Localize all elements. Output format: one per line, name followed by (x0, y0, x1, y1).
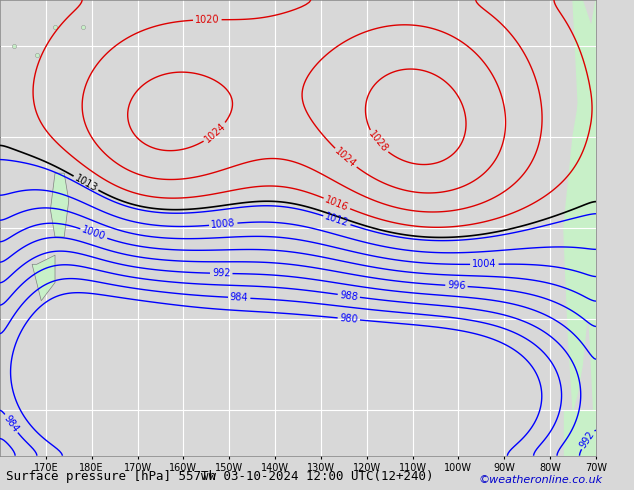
Text: 996: 996 (447, 280, 466, 292)
Polygon shape (564, 410, 596, 456)
Text: 984: 984 (2, 413, 20, 434)
Text: 1028: 1028 (366, 129, 390, 155)
Text: 984: 984 (230, 293, 249, 303)
Text: Surface pressure [hPa] 557ww: Surface pressure [hPa] 557ww (6, 470, 216, 484)
Polygon shape (564, 0, 596, 456)
Text: Th 03-10-2024 12:00 UTC(12+240): Th 03-10-2024 12:00 UTC(12+240) (201, 470, 433, 484)
Text: 988: 988 (339, 290, 359, 302)
Polygon shape (51, 173, 68, 237)
Text: 980: 980 (339, 313, 358, 325)
Text: 1024: 1024 (333, 146, 358, 170)
Text: 1016: 1016 (323, 194, 350, 213)
Text: 1004: 1004 (472, 259, 496, 270)
Text: 992: 992 (212, 268, 231, 278)
Text: 1024: 1024 (203, 121, 228, 145)
Text: 1000: 1000 (81, 225, 107, 243)
Polygon shape (32, 255, 55, 301)
Text: 1008: 1008 (210, 218, 236, 230)
Text: 1013: 1013 (73, 173, 99, 194)
Text: 1020: 1020 (195, 15, 220, 25)
Text: ©weatheronline.co.uk: ©weatheronline.co.uk (478, 475, 602, 485)
Text: 992: 992 (578, 429, 597, 450)
Text: 1012: 1012 (323, 212, 350, 229)
